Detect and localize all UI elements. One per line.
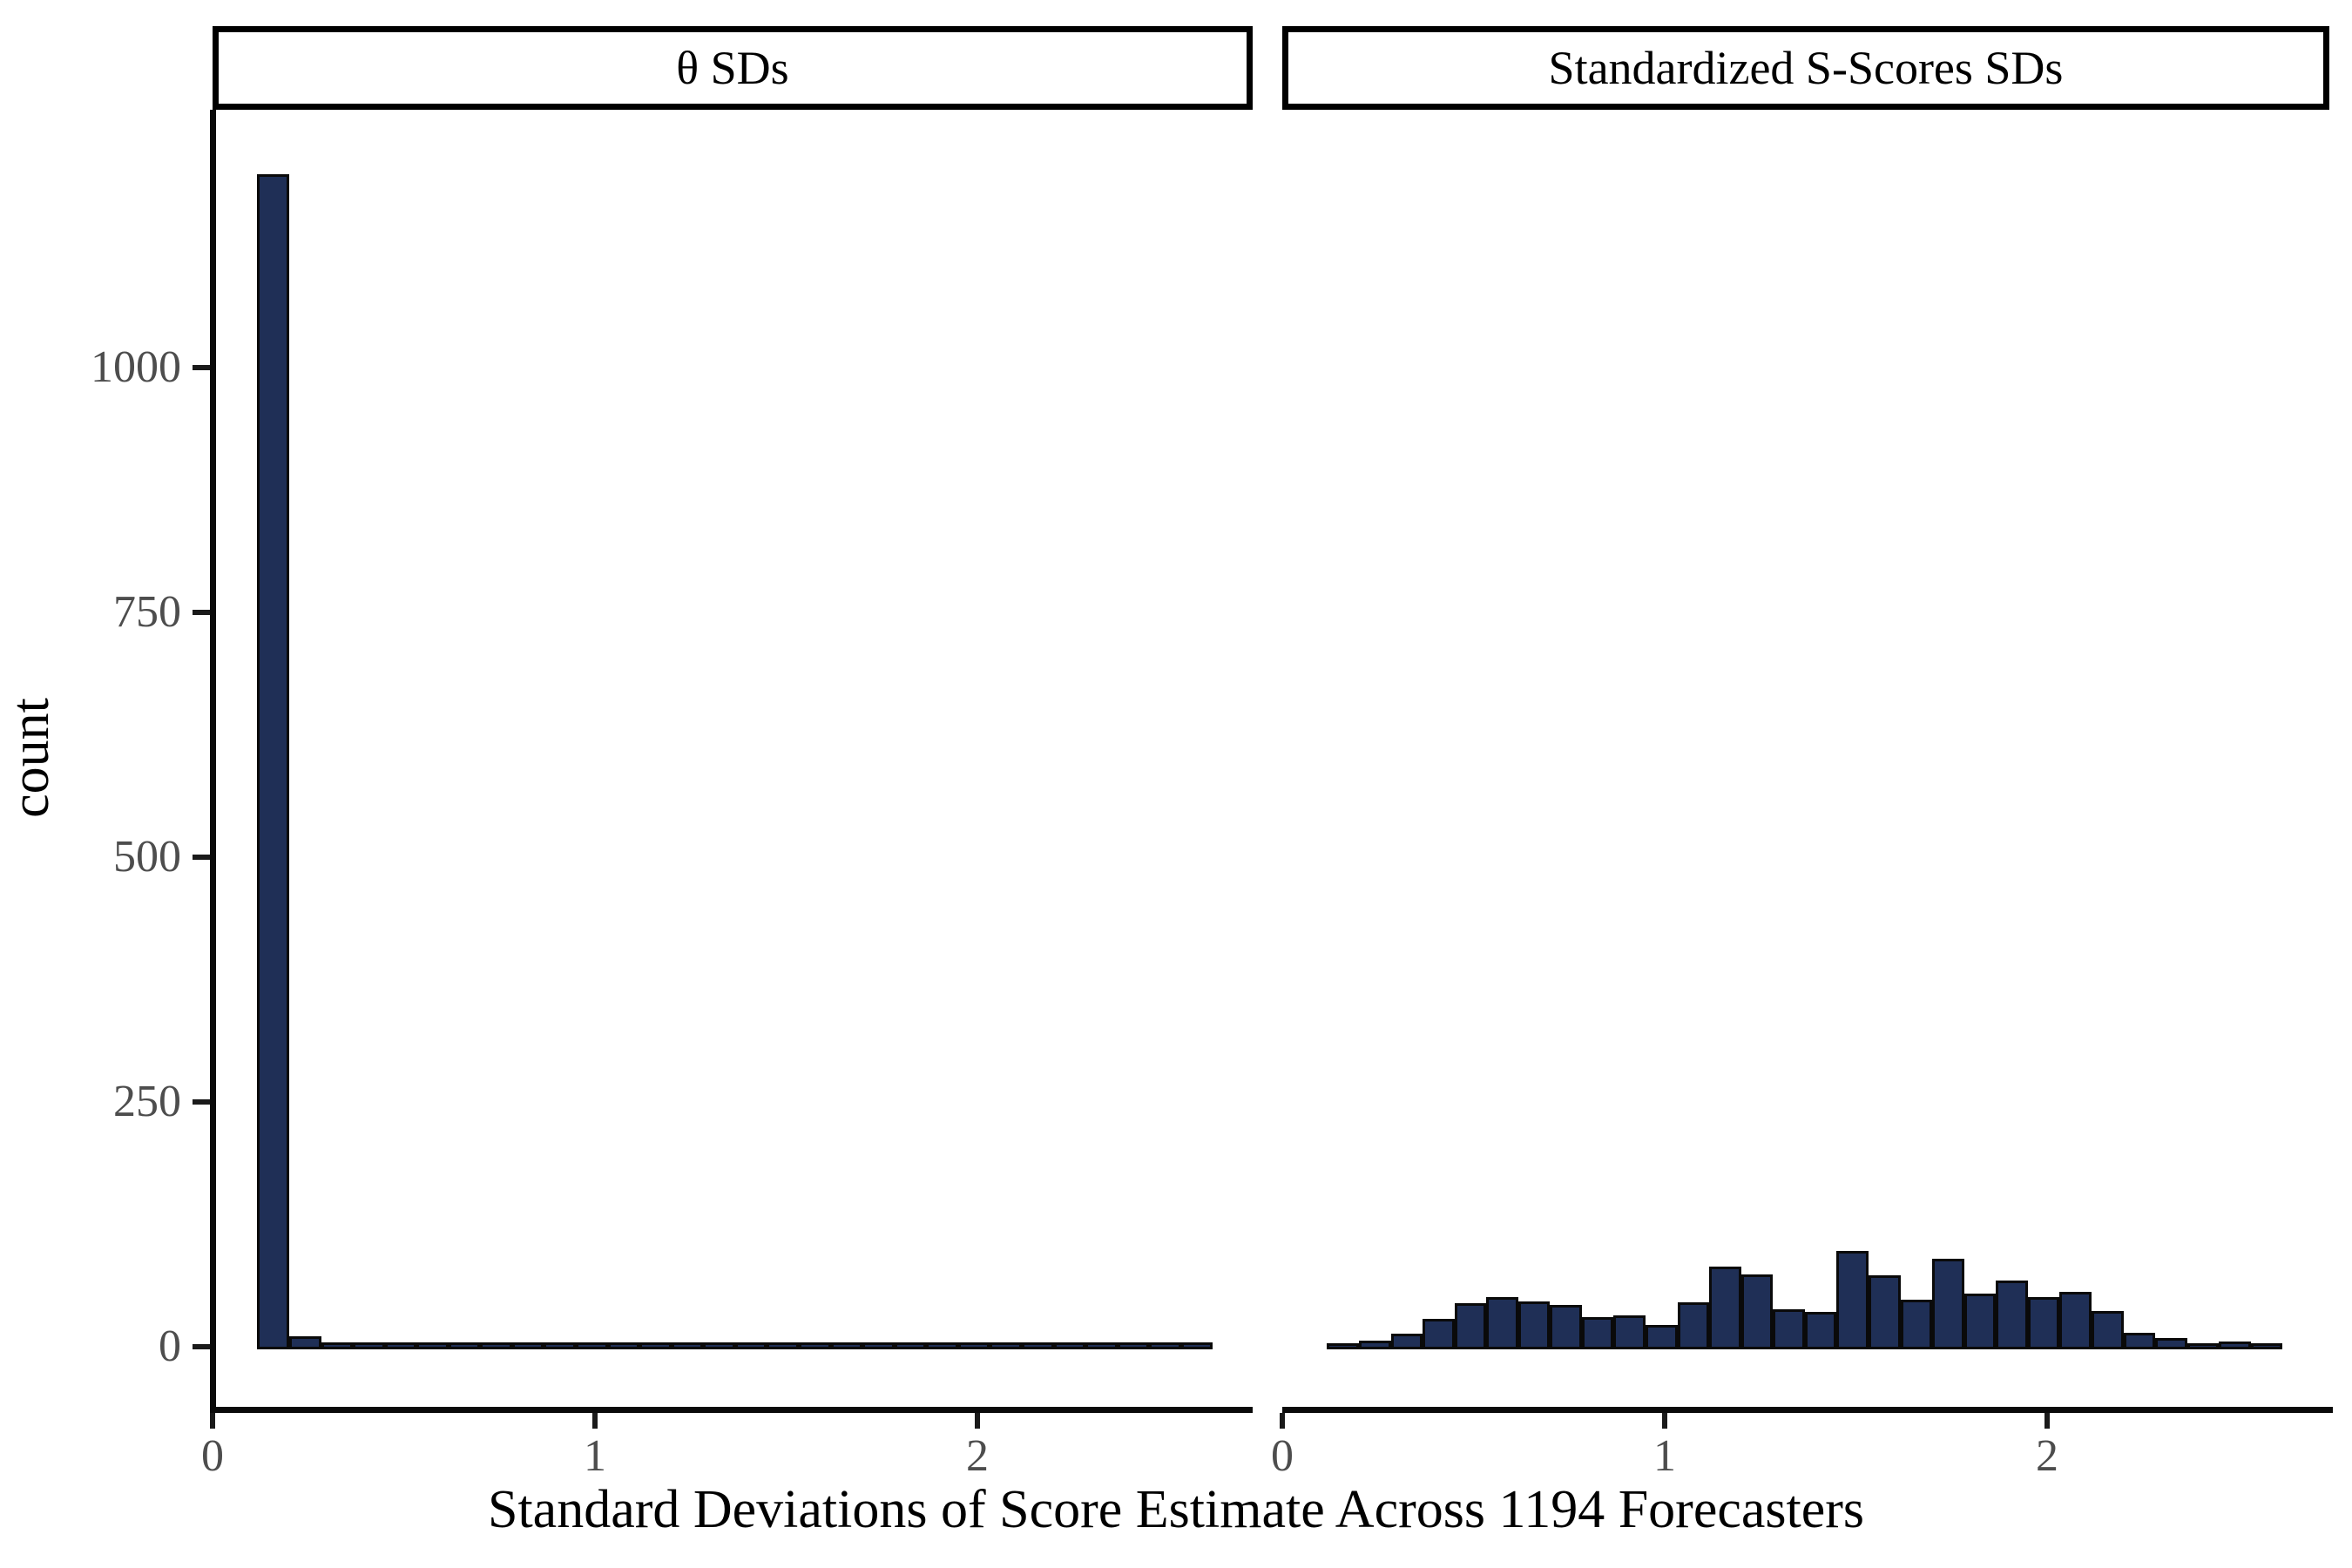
x-tick-label: 2: [966, 1431, 989, 1481]
y-tick: [193, 365, 210, 370]
histogram-bar: [2059, 1292, 2092, 1349]
y-tick: [193, 610, 210, 615]
x-tick-label: 0: [1271, 1431, 1294, 1481]
histogram-bar: [1181, 1342, 1213, 1349]
histogram-bar: [2251, 1343, 2282, 1349]
histogram-bar: [1741, 1274, 1773, 1349]
histogram-bar: [1391, 1334, 1423, 1349]
histogram-bar: [321, 1342, 353, 1349]
histogram-bar: [257, 174, 289, 1349]
x-axis-title: Standard Deviations of Score Estimate Ac…: [487, 1480, 1865, 1539]
histogram-bar: [2124, 1333, 2155, 1349]
histogram-bar: [831, 1342, 862, 1349]
histogram-bar: [958, 1342, 990, 1349]
histogram-bar: [1709, 1267, 1741, 1349]
x-tick-label: 1: [584, 1431, 606, 1481]
histogram-bar: [353, 1342, 385, 1349]
x-axis-line-right-panel: [1282, 1407, 2333, 1413]
histogram-bar: [1423, 1319, 1455, 1349]
histogram-bar: [735, 1342, 767, 1349]
y-tick: [193, 1099, 210, 1105]
x-tick-label: 2: [2036, 1431, 2058, 1481]
x-tick-label: 0: [201, 1431, 224, 1481]
x-axis-line-left-panel: [213, 1407, 1253, 1413]
histogram-bar: [1932, 1259, 1964, 1349]
histogram-bar: [2187, 1343, 2219, 1349]
facet-strip-label: Standardized S-Scores SDs: [1548, 42, 2064, 94]
histogram-bar: [1869, 1275, 1901, 1349]
histogram-bar: [1149, 1342, 1181, 1349]
histogram-bar: [990, 1342, 1022, 1349]
y-tick-label: 250: [113, 1077, 181, 1126]
y-tick-label: 750: [113, 587, 181, 637]
x-tick: [2044, 1413, 2050, 1429]
histogram-bar: [2155, 1338, 2187, 1349]
histogram-bar: [672, 1342, 703, 1349]
histogram-bar: [2219, 1342, 2251, 1349]
histogram-bar: [1022, 1342, 1054, 1349]
histogram-bar: [2028, 1297, 2059, 1349]
histogram-bar: [576, 1342, 608, 1349]
facet-strip-theta-sds: θ SDs: [213, 26, 1253, 110]
y-tick-label: 500: [113, 832, 181, 882]
histogram-bar: [703, 1342, 735, 1349]
histogram-bar: [289, 1336, 321, 1349]
histogram-bar: [1836, 1251, 1869, 1349]
histogram-bar: [895, 1342, 926, 1349]
histogram-bar: [416, 1342, 449, 1349]
histogram-bar: [1327, 1343, 1359, 1349]
histogram-bar: [1118, 1342, 1149, 1349]
histogram-bar: [1646, 1325, 1678, 1349]
histogram-bar: [608, 1342, 639, 1349]
histogram-bar: [1582, 1317, 1613, 1349]
histogram-bar: [862, 1342, 895, 1349]
histogram-bar: [767, 1342, 799, 1349]
histogram-bar: [1773, 1309, 1805, 1349]
x-tick: [1280, 1413, 1285, 1429]
facet-strip-label: θ SDs: [676, 42, 789, 94]
histogram-bar: [639, 1342, 672, 1349]
histogram-bar: [1805, 1312, 1836, 1349]
y-tick-label: 0: [159, 1321, 181, 1371]
histogram-bar: [1455, 1303, 1486, 1349]
panel-theta-sds: [213, 110, 1253, 1407]
histogram-bar: [1518, 1301, 1550, 1349]
histogram-bar: [544, 1342, 576, 1349]
histogram-bar: [385, 1342, 416, 1349]
y-axis-line: [210, 110, 216, 1413]
histogram-bar: [449, 1342, 480, 1349]
histogram-bar: [1359, 1341, 1391, 1349]
histogram-bar: [1613, 1315, 1646, 1349]
histogram-bar: [1678, 1302, 1709, 1349]
x-tick: [1662, 1413, 1667, 1429]
y-tick-label: 1000: [91, 342, 181, 392]
histogram-bar: [799, 1342, 831, 1349]
histogram-bar: [1964, 1294, 1996, 1349]
histogram-bar: [1550, 1305, 1582, 1349]
histogram-bar: [1054, 1342, 1085, 1349]
y-tick: [193, 1344, 210, 1349]
histogram-bar: [1901, 1300, 1932, 1349]
x-tick-label: 1: [1653, 1431, 1676, 1481]
histogram-bar: [2092, 1311, 2124, 1349]
histogram-bar: [1996, 1281, 2028, 1349]
panel-standardized-s-scores-sds: [1282, 110, 2329, 1407]
facet-strip-standardized-s-scores-sds: Standardized S-Scores SDs: [1282, 26, 2329, 110]
y-axis-title: count: [1, 698, 60, 818]
y-tick: [193, 855, 210, 860]
histogram-bar: [1085, 1342, 1118, 1349]
histogram-bar: [480, 1342, 512, 1349]
x-tick: [975, 1413, 980, 1429]
x-tick: [210, 1413, 215, 1429]
x-tick: [592, 1413, 598, 1429]
histogram-bar: [926, 1342, 958, 1349]
histogram-bar: [1486, 1297, 1518, 1349]
histogram-bar: [512, 1342, 544, 1349]
